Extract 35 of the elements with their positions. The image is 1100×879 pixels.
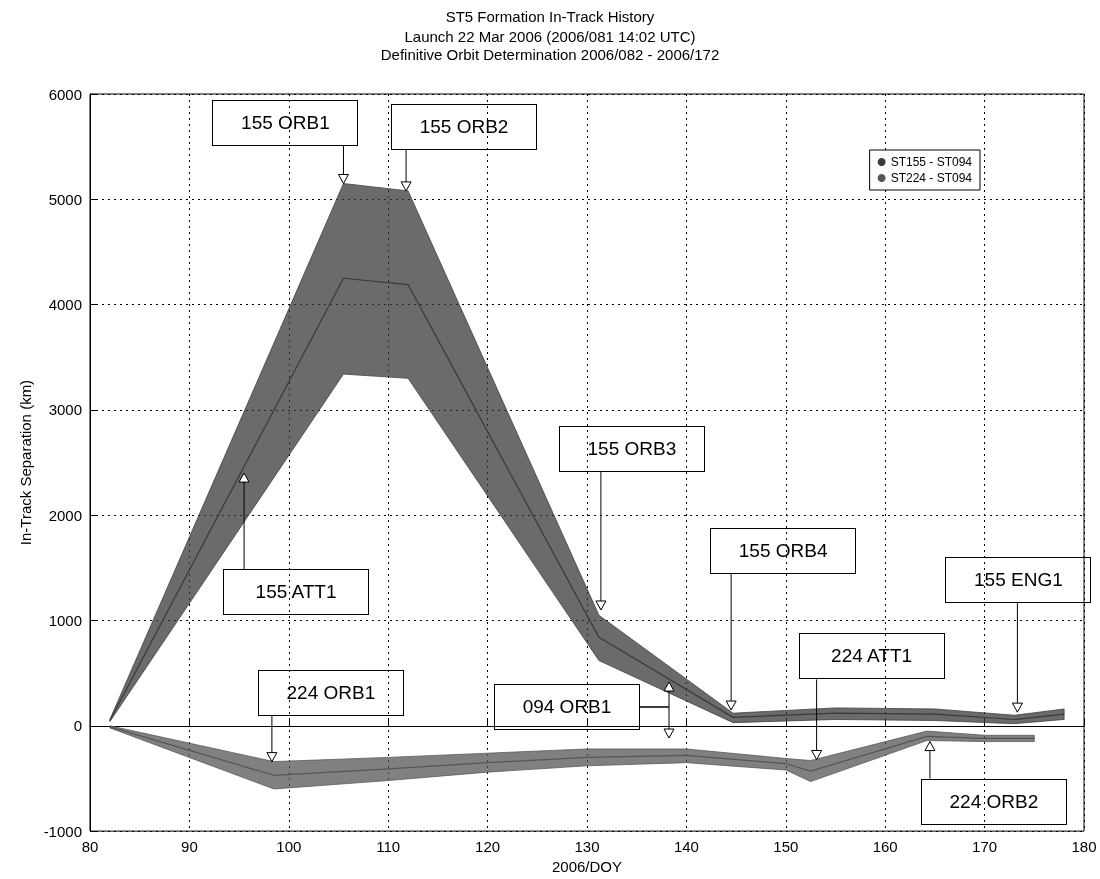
x-tick-label: 90 (181, 838, 198, 856)
annotation: 155 ORB2 (391, 103, 538, 150)
annotation: 224 ORB1 (257, 669, 404, 716)
x-tick-label: 120 (475, 838, 501, 856)
annotation: 224 ATT1 (798, 633, 945, 680)
legend-label: ST224 - ST094 (890, 171, 973, 185)
y-tick-label: 6000 (48, 85, 82, 103)
y-tick-label: 5000 (48, 190, 82, 208)
chart-title: ST5 Formation In-Track History (445, 8, 655, 25)
x-tick-label: 140 (673, 838, 699, 856)
x-tick-label: 100 (276, 838, 302, 856)
y-tick-label: 4000 (48, 296, 82, 314)
x-tick-label: 170 (972, 838, 998, 856)
chart-subtitle: Launch 22 Mar 2006 (2006/081 14:02 UTC) Definitive Orbit Determination 2006/082 - 2006/172 (380, 27, 720, 63)
annotation: 155 ORB1 (212, 99, 359, 146)
y-tick-label: 2000 (48, 506, 82, 524)
annotation: 094 ORB1 (494, 684, 640, 730)
x-tick-label: 80 (81, 838, 99, 856)
y-axis-title: In-Track Separation (km) (16, 379, 34, 546)
x-axis-title: 2006/DOY (551, 858, 623, 875)
y-tick-label: 3000 (48, 401, 82, 419)
y-tick-label: 1000 (48, 612, 82, 629)
x-tick-label: 150 (773, 838, 799, 856)
x-tick-label: 160 (872, 838, 898, 856)
x-tick-label: 130 (574, 838, 600, 856)
annotation: 155 ORB3 (558, 425, 705, 472)
annotation: 155 ORB4 (710, 528, 857, 574)
legend-label: ST155 - ST094 (890, 155, 973, 169)
y-tick-label: 0 (73, 717, 82, 735)
annotation: 224 ORB2 (920, 778, 1067, 825)
y-tick-label: -1000 (43, 822, 82, 840)
annotation: 155 ENG1 (945, 557, 1092, 604)
x-tick-label: 110 (376, 838, 401, 856)
annotation: 155 ATT1 (223, 569, 370, 616)
x-tick-label: 180 (1071, 838, 1097, 856)
